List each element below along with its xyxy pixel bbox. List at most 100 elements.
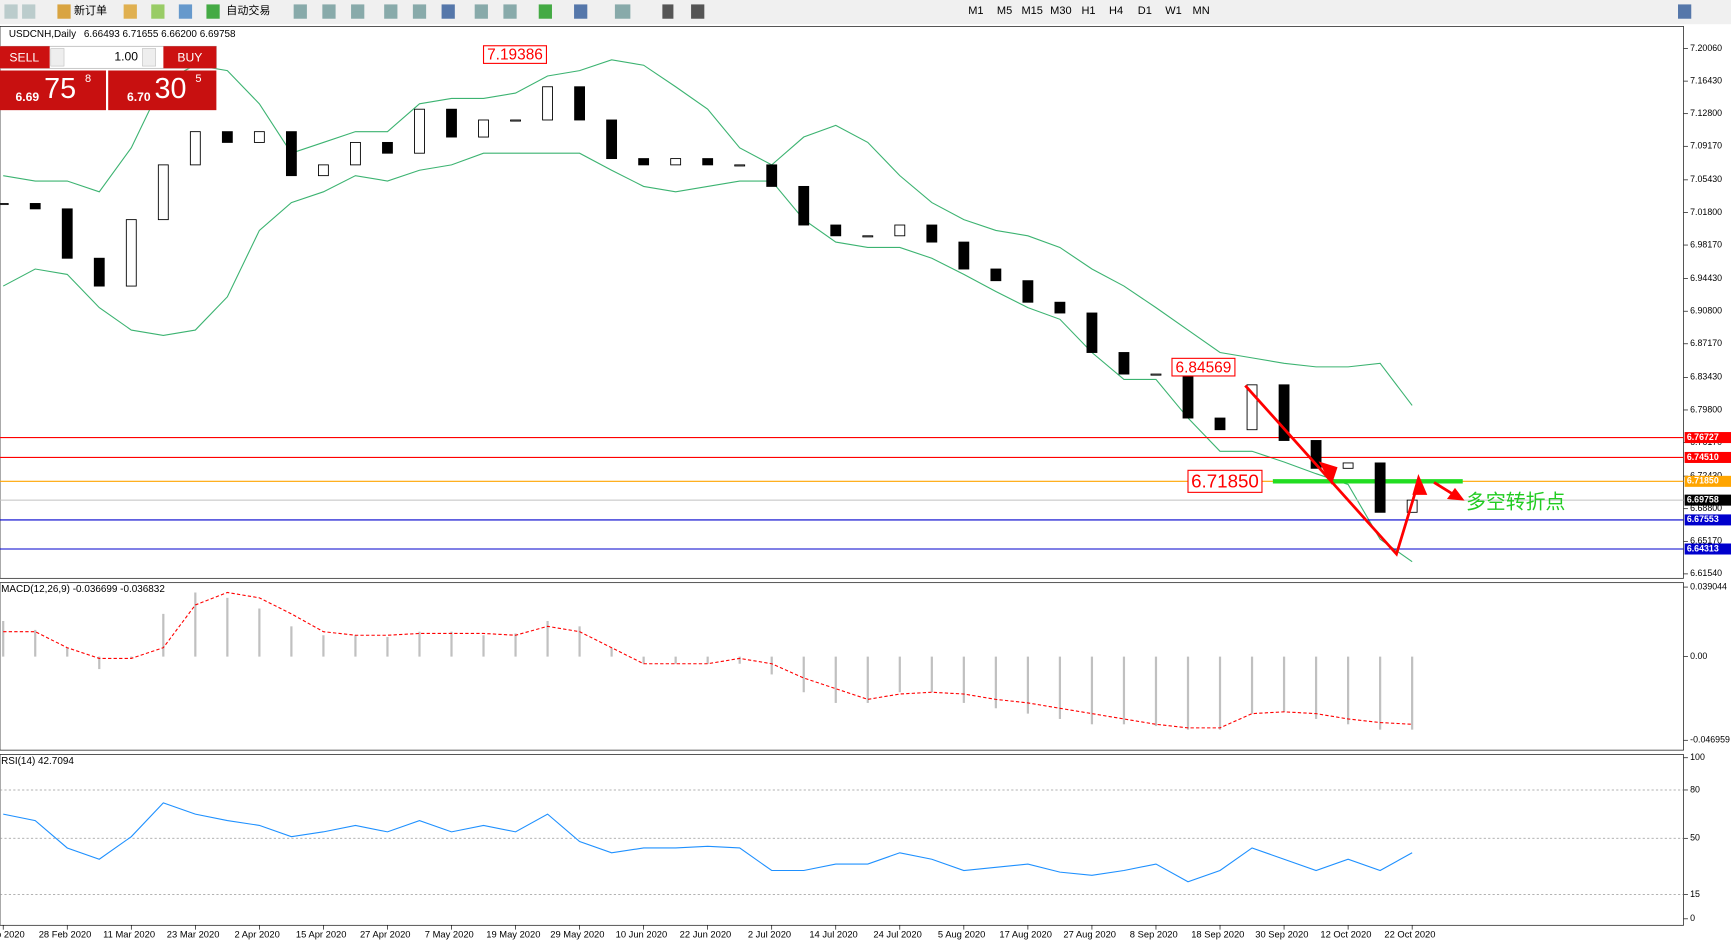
- ask-pips: 30: [155, 73, 187, 105]
- y-tick-label: 6.65170: [1690, 536, 1722, 546]
- macd-bar: [1122, 656, 1126, 725]
- candle: [478, 119, 489, 138]
- macd-bar: [386, 637, 389, 657]
- y-tick-label: 6.61540: [1690, 568, 1722, 578]
- candle: [606, 119, 618, 160]
- candle: [350, 141, 361, 166]
- y-tick-label: 0.00: [1690, 651, 1707, 661]
- timeframe-button[interactable]: MN: [1193, 5, 1210, 17]
- plot: 7.20060 7.16430 7.12800 7.09170 7.05430 7.018…: [0, 43, 1731, 940]
- macd-bar: [898, 656, 901, 693]
- x-tick-label: 10 Jun 2020: [616, 930, 668, 940]
- drawn-arrows: [1244, 384, 1465, 557]
- y-tick-label: 6.94430: [1690, 273, 1722, 283]
- macd-pane: [0, 582, 1684, 751]
- candle: [798, 185, 810, 226]
- price-level-label: 6.71850: [1687, 476, 1719, 486]
- timeframe-button[interactable]: H1: [1081, 5, 1095, 17]
- price-level-box: [1684, 494, 1731, 506]
- candle: [670, 158, 682, 166]
- candle: [29, 203, 41, 210]
- macd-bar: [1058, 656, 1062, 719]
- candle: [1054, 301, 1066, 314]
- macd-signal: [3, 591, 1413, 729]
- y-tick-label: 7.01800: [1690, 207, 1722, 217]
- candle: [157, 164, 169, 221]
- macd-bar: [482, 635, 485, 657]
- macd-bar: [1347, 656, 1350, 725]
- timeframe-button[interactable]: W1: [1165, 5, 1182, 17]
- price-level-box: [1684, 543, 1731, 555]
- macd-bar: [130, 656, 133, 659]
- x-tick-label: 27 Aug 2020: [1063, 930, 1116, 940]
- macd-bar: [1090, 656, 1094, 725]
- x-tick-label: 5 Aug 2020: [938, 930, 985, 940]
- macd-bar: [930, 656, 933, 693]
- ask-big: 6.70: [127, 90, 151, 104]
- toolbar: [0, 0, 1731, 25]
- price-annotation: 7.19386: [487, 47, 543, 64]
- candle: [414, 108, 425, 154]
- buy-label[interactable]: BUY: [177, 51, 202, 65]
- timeframe-button[interactable]: H4: [1109, 5, 1123, 17]
- candle: [702, 158, 714, 166]
- toolbar-button[interactable]: 新订单: [74, 3, 107, 17]
- macd-bar: [610, 647, 613, 657]
- symbol-title: USDCNH,Daily: [9, 29, 76, 40]
- main-pane: [0, 26, 1684, 579]
- y-tick-label: 6.72430: [1690, 470, 1722, 480]
- buy-button[interactable]: [163, 46, 217, 69]
- candle: [1118, 352, 1130, 375]
- price-level-box: [1684, 475, 1731, 487]
- y-tick-label: 7.16430: [1690, 75, 1722, 85]
- y-tick-label: 100: [1690, 752, 1705, 762]
- ask-box[interactable]: [108, 70, 217, 111]
- candle: [1374, 462, 1386, 513]
- price-level-label: 6.67553: [1687, 514, 1719, 524]
- macd-bar: [322, 635, 325, 657]
- macd-bar: [226, 597, 229, 657]
- price-level-box: [1684, 451, 1731, 463]
- price-annotation: 6.71850: [1191, 470, 1259, 491]
- timeframe-button[interactable]: M1: [968, 5, 983, 17]
- candle: [542, 86, 553, 121]
- y-tick-label: 6.90800: [1690, 306, 1722, 316]
- candle: [285, 131, 297, 177]
- x-tick-label: 23 Mar 2020: [167, 930, 220, 940]
- bollinger-upper: [3, 59, 1413, 406]
- x-tick-label: 22 Oct 2020: [1384, 930, 1435, 940]
- candle: [1342, 462, 1354, 469]
- x-tick-label: 2 Apr 2020: [235, 930, 280, 940]
- lots-input[interactable]: 1.00: [114, 49, 138, 63]
- bid-box[interactable]: [0, 70, 106, 111]
- x-tick-label: 28 Feb 2020: [39, 930, 92, 940]
- candle: [125, 219, 137, 287]
- macd-bar: [674, 656, 677, 664]
- x-tick-label: 12 Oct 2020: [1320, 930, 1371, 940]
- macd-bar: [546, 620, 549, 657]
- toolbar-button[interactable]: 自动交易: [226, 3, 270, 17]
- candle: [61, 208, 73, 259]
- macd-bar: [1250, 656, 1254, 714]
- x-tick-label: 8 Sep 2020: [1130, 930, 1178, 940]
- timeframe-button[interactable]: D1: [1138, 5, 1152, 17]
- ohlc-text: 6.66493 6.71655 6.66200 6.69758: [84, 29, 236, 40]
- candle: [766, 164, 778, 187]
- sell-label[interactable]: SELL: [9, 51, 39, 65]
- y-tick-label: 0.039044: [1690, 581, 1727, 591]
- macd-bar: [418, 631, 421, 657]
- timeframe-button[interactable]: M15: [1021, 5, 1042, 17]
- macd-bar: [194, 592, 197, 657]
- timeframe-button[interactable]: M5: [997, 5, 1012, 17]
- x-tick-label: 2 Jul 2020: [748, 930, 791, 940]
- macd-bar: [834, 656, 837, 703]
- candle: [1246, 384, 1258, 431]
- callout: 多空转折点: [1466, 492, 1565, 514]
- bid-big: 6.69: [15, 90, 39, 104]
- sell-button[interactable]: [0, 46, 50, 69]
- macd-bar: [34, 629, 37, 657]
- y-tick-label: 6.98170: [1690, 239, 1722, 249]
- candle: [734, 164, 746, 167]
- timeframe-button[interactable]: M30: [1050, 5, 1071, 17]
- candle: [894, 224, 906, 237]
